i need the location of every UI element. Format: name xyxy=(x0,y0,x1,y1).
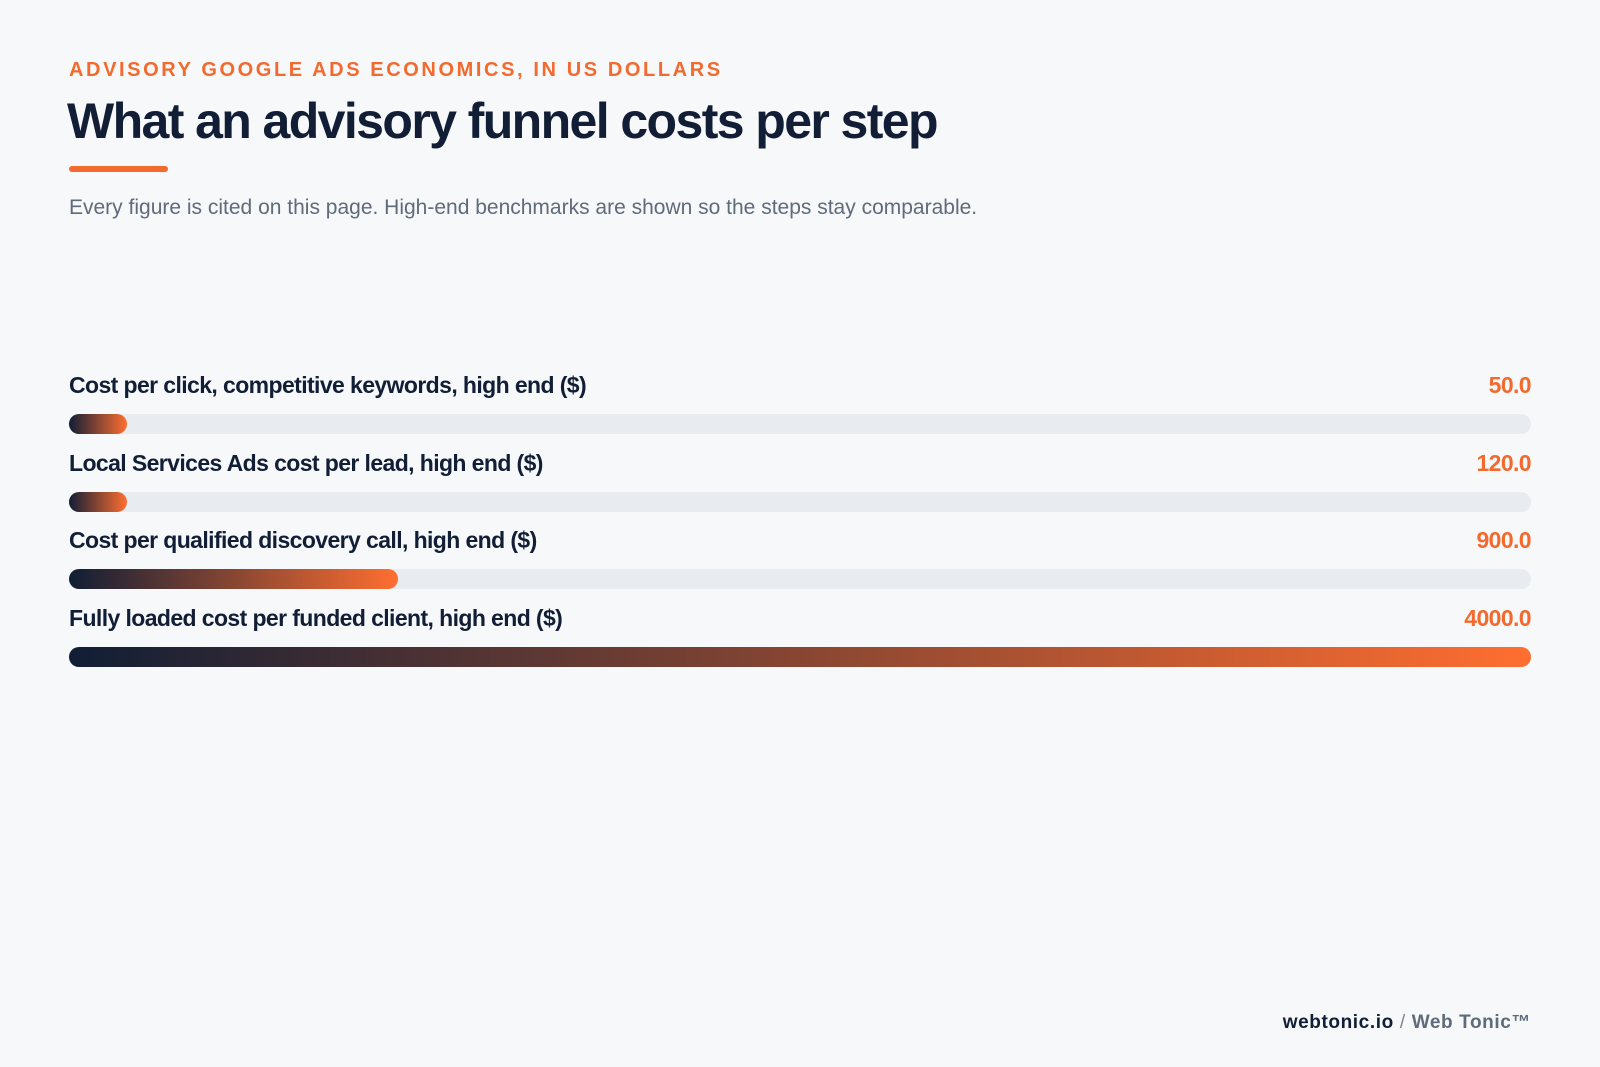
bar-chart: Cost per click, competitive keywords, hi… xyxy=(69,372,1532,683)
chart-row: Cost per click, competitive keywords, hi… xyxy=(69,372,1532,450)
title-accent-rule xyxy=(69,166,168,172)
bar xyxy=(69,569,398,589)
bar xyxy=(69,491,128,512)
bar-label: Cost per qualified discovery call, high … xyxy=(69,527,537,553)
bar-track xyxy=(69,414,1531,434)
footer-brand: Web Tonic™ xyxy=(1411,1012,1531,1033)
footer-credit: webtonic.io / Web Tonic™ xyxy=(1283,1012,1531,1034)
bar-track xyxy=(69,491,1531,512)
eyebrow-label: ADVISORY GOOGLE ADS ECONOMICS, IN US DOL… xyxy=(69,59,723,81)
bar xyxy=(69,414,128,434)
chart-row: Cost per qualified discovery call, high … xyxy=(69,527,1532,605)
bar xyxy=(69,646,1531,667)
bar-track xyxy=(69,569,1531,589)
bar-value-label: 120.0 xyxy=(1476,449,1531,476)
bar-value-label: 900.0 xyxy=(1476,527,1531,553)
footer-separator: / xyxy=(1399,1012,1406,1033)
page-title: What an advisory funnel costs per step xyxy=(67,93,939,149)
footer-domain: webtonic.io xyxy=(1282,1012,1394,1033)
bar-label: Fully loaded cost per funded client, hig… xyxy=(69,604,563,631)
bar-track xyxy=(69,646,1531,667)
bar-label: Local Services Ads cost per lead, high e… xyxy=(69,449,543,476)
page-subtitle: Every figure is cited on this page. High… xyxy=(69,196,978,219)
chart-row: Local Services Ads cost per lead, high e… xyxy=(69,449,1532,528)
chart-row: Fully loaded cost per funded client, hig… xyxy=(69,604,1532,683)
bar-label: Cost per click, competitive keywords, hi… xyxy=(69,372,587,398)
bar-value-label: 4000.0 xyxy=(1464,604,1531,631)
bar-value-label: 50.0 xyxy=(1488,372,1532,398)
